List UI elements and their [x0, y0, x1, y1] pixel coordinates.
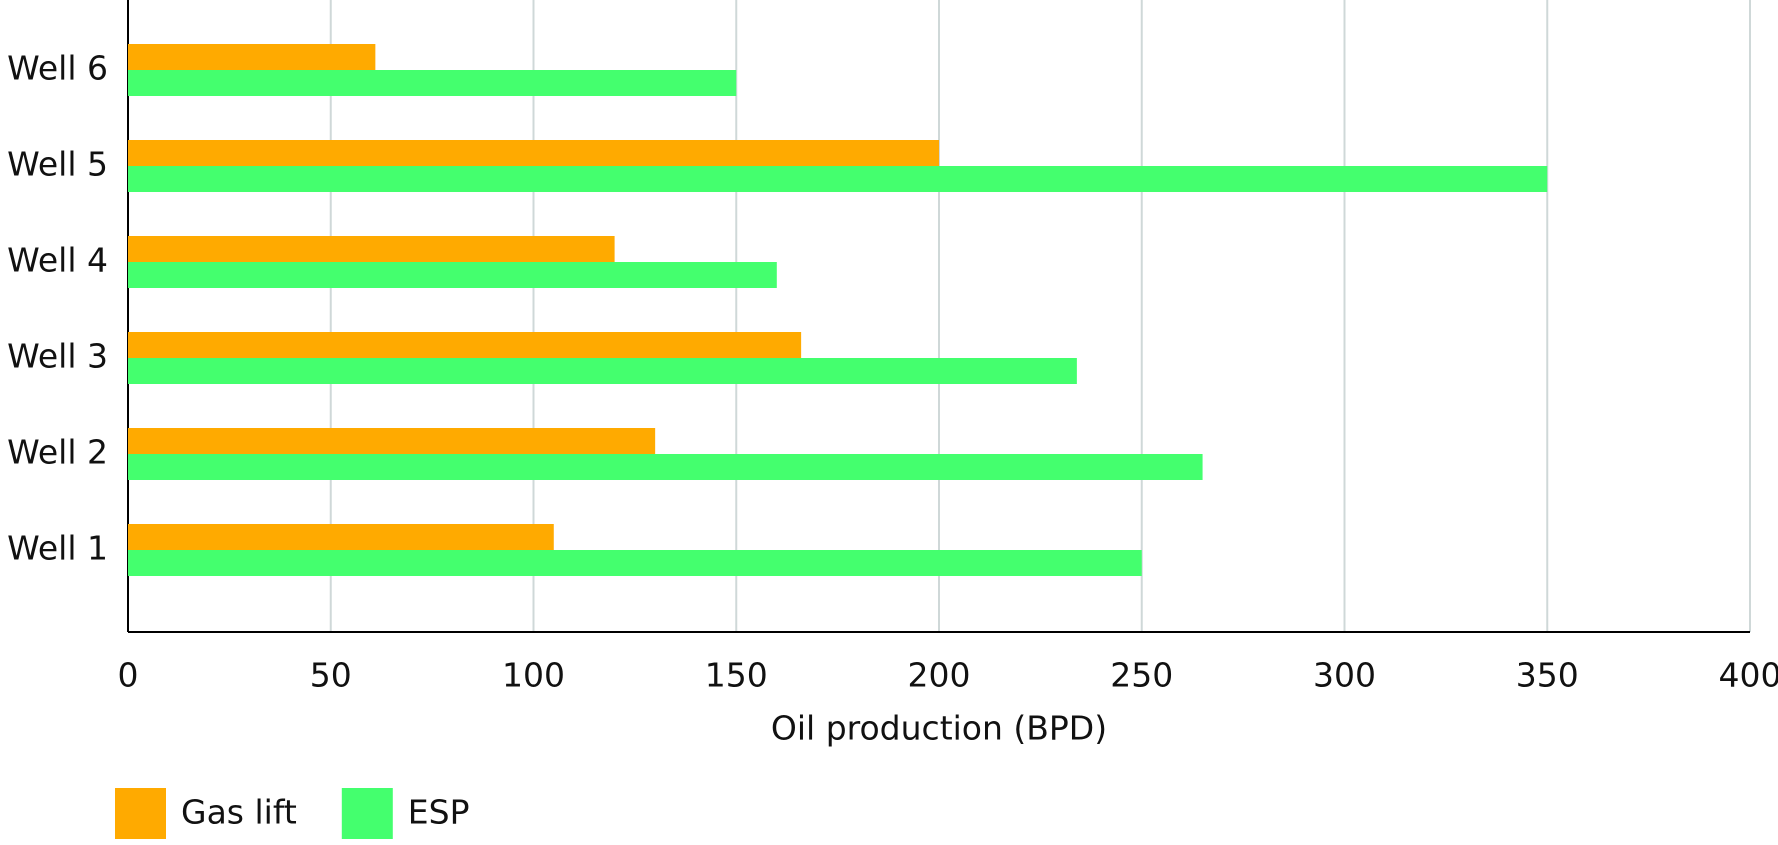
x-tick-label: 300 [1313, 656, 1376, 695]
bar [128, 454, 1203, 480]
y-tick-label: Well 3 [7, 337, 108, 376]
legend-swatch [115, 788, 166, 839]
x-tick-label: 150 [705, 656, 768, 695]
bar [128, 262, 777, 288]
bar [128, 44, 376, 70]
bar [128, 428, 656, 454]
bar [128, 550, 1142, 576]
bar [128, 236, 615, 262]
x-tick-label: 0 [118, 656, 139, 695]
legend-label: Gas lift [181, 793, 297, 832]
x-axis-title: Oil production (BPD) [771, 709, 1107, 748]
y-tick-label: Well 5 [7, 145, 108, 184]
x-tick-label: 250 [1110, 656, 1173, 695]
y-tick-label: Well 4 [7, 241, 108, 280]
x-tick-label: 350 [1516, 656, 1579, 695]
bar [128, 70, 737, 96]
bar [128, 332, 802, 358]
bar [128, 524, 554, 550]
y-tick-label: Well 2 [7, 433, 108, 472]
x-tick-label: 400 [1719, 656, 1778, 695]
x-tick-label: 200 [908, 656, 971, 695]
legend-label: ESP [408, 793, 470, 832]
bar [128, 166, 1548, 192]
bar [128, 358, 1077, 384]
y-tick-label: Well 6 [7, 49, 108, 88]
y-tick-label: Well 1 [7, 529, 108, 568]
x-tick-label: 50 [310, 656, 352, 695]
legend-swatch [341, 788, 393, 839]
x-tick-label: 100 [502, 656, 565, 695]
bar [128, 140, 939, 166]
